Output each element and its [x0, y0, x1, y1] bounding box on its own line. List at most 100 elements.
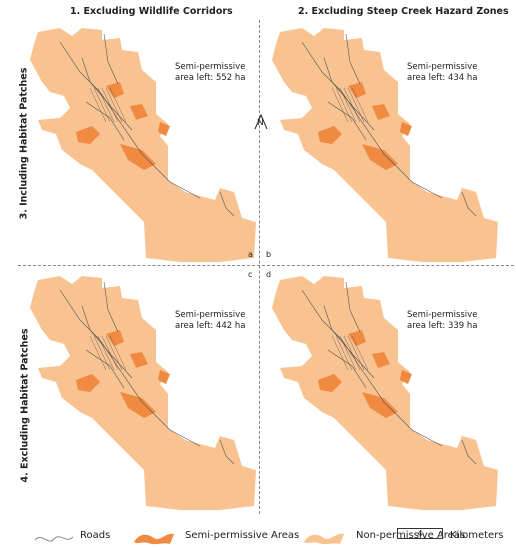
legend: Roads Semi-permissive Areas Non-permissi…	[0, 526, 516, 548]
area-label-line2: area left: 442 ha	[175, 321, 246, 331]
semi-permissive-area	[372, 352, 390, 368]
area-label-line1: Semi-permissive	[175, 62, 246, 72]
road	[323, 57, 375, 131]
semi-permissive-area	[318, 126, 342, 144]
semi-permissive-legend-icon	[134, 533, 174, 545]
area-label-line1: Semi-permissive	[407, 62, 478, 72]
street	[105, 335, 123, 371]
map-graphic	[272, 276, 498, 510]
map-panel-c: Semi-permissive area left: 442 ha c	[20, 270, 256, 510]
map-panel-a: Semi-permissive area left: 552 ha a	[20, 22, 256, 262]
road	[81, 57, 133, 131]
semi-permissive-area	[120, 144, 156, 170]
road	[59, 289, 201, 447]
street	[109, 335, 127, 371]
road	[59, 41, 201, 199]
street	[97, 335, 115, 371]
street	[331, 335, 349, 371]
area-label-line1: Semi-permissive	[175, 310, 246, 320]
map-panel-d: Semi-permissive area left: 339 ha d	[262, 270, 498, 510]
street	[101, 335, 119, 371]
street	[101, 87, 119, 123]
semi-permissive-area	[76, 126, 100, 144]
area-label: Semi-permissive area left: 434 ha	[407, 62, 478, 84]
street	[97, 87, 115, 123]
vertical-divider	[259, 20, 260, 514]
map-graphic	[272, 28, 498, 262]
semi-permissive-area	[76, 374, 100, 392]
street	[339, 87, 357, 123]
road	[345, 33, 361, 85]
area-label: Semi-permissive area left: 552 ha	[175, 62, 246, 84]
legend-semi-label: Semi-permissive Areas	[185, 530, 300, 541]
street	[89, 335, 107, 371]
area-label-line2: area left: 339 ha	[407, 321, 478, 331]
column-title-2: 2. Excluding Steep Creek Hazard Zones	[298, 6, 509, 17]
panel-letter: d	[266, 270, 272, 279]
street	[343, 87, 361, 123]
road	[301, 289, 443, 447]
semi-permissive-area	[106, 82, 124, 98]
road	[103, 33, 119, 85]
area-label: Semi-permissive area left: 442 ha	[175, 310, 246, 332]
panel-letter: a	[248, 250, 253, 259]
semi-permissive-area	[318, 374, 342, 392]
road	[327, 349, 367, 389]
scale-bar: 4	[397, 528, 443, 539]
horizontal-divider	[18, 265, 514, 266]
road	[85, 349, 125, 389]
street	[335, 87, 353, 123]
road	[345, 281, 361, 333]
non-permissive-area	[30, 276, 256, 510]
semi-permissive-area	[348, 82, 366, 98]
road	[461, 191, 477, 217]
road	[219, 191, 235, 217]
map-panel-b: Semi-permissive area left: 434 ha b	[262, 22, 498, 262]
non-permissive-area	[272, 28, 498, 262]
street	[339, 335, 357, 371]
street	[109, 87, 127, 123]
semi-permissive-area	[130, 104, 148, 120]
semi-permissive-area	[372, 104, 390, 120]
road	[323, 305, 375, 379]
area-label: Semi-permissive area left: 339 ha	[407, 310, 478, 332]
area-label-line1: Semi-permissive	[407, 310, 478, 320]
street	[93, 335, 111, 371]
semi-permissive-area	[400, 122, 412, 136]
road	[81, 305, 133, 379]
road-legend-icon	[34, 536, 74, 542]
panel-letter: c	[248, 270, 253, 279]
street	[351, 335, 369, 371]
street	[93, 87, 111, 123]
street	[351, 87, 369, 123]
semi-permissive-area	[348, 330, 366, 346]
map-graphic	[30, 276, 256, 510]
semi-permissive-area	[158, 370, 170, 384]
road	[461, 439, 477, 465]
semi-permissive-area	[400, 370, 412, 384]
north-arrow-icon	[254, 113, 268, 130]
panel-letter: b	[266, 250, 272, 259]
semi-permissive-area	[362, 144, 398, 170]
semi-permissive-area	[120, 392, 156, 418]
road	[85, 101, 125, 141]
north-label: N	[257, 118, 264, 128]
street	[347, 87, 365, 123]
semi-permissive-area	[106, 330, 124, 346]
legend-roads-label: Roads	[80, 530, 111, 541]
semi-permissive-area	[130, 352, 148, 368]
semi-permissive-area	[362, 392, 398, 418]
street	[331, 87, 349, 123]
street	[89, 87, 107, 123]
scale-value: 4	[417, 529, 423, 538]
area-label-line2: area left: 434 ha	[407, 73, 478, 83]
street	[105, 87, 123, 123]
non-permissive-area	[272, 276, 498, 510]
street	[343, 335, 361, 371]
road	[301, 41, 443, 199]
area-label-line2: area left: 552 ha	[175, 73, 246, 83]
street	[335, 335, 353, 371]
legend-non-label: Non-permissive Areas	[356, 530, 466, 541]
road	[219, 439, 235, 465]
road	[103, 281, 119, 333]
